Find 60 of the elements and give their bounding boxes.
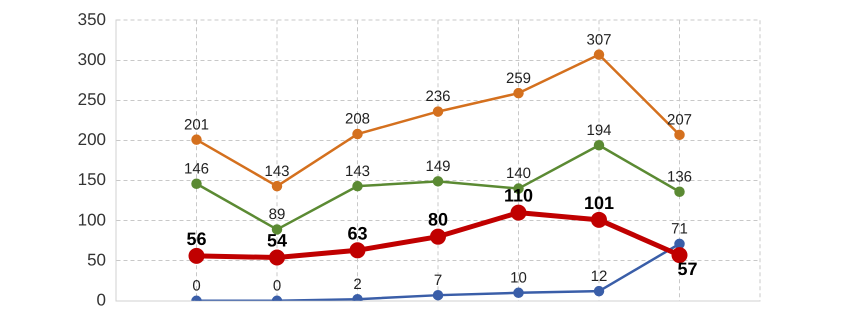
point <box>191 134 202 145</box>
point <box>591 212 607 228</box>
y-tick-label: 150 <box>78 170 106 190</box>
data-label: 54 <box>266 230 288 250</box>
point <box>674 186 685 198</box>
point <box>430 228 446 245</box>
data-label: 259 <box>506 70 532 87</box>
y-tick-label: 50 <box>87 250 106 270</box>
point <box>594 140 604 151</box>
data-label: 101 <box>584 192 614 213</box>
y-tick-label: 0 <box>96 290 106 310</box>
point <box>674 130 685 140</box>
data-label: 236 <box>425 88 451 106</box>
y-tick-label: 100 <box>78 210 106 230</box>
data-label: 63 <box>347 223 368 244</box>
data-label: 10 <box>510 269 527 286</box>
data-label: 80 <box>428 210 448 230</box>
y-tick-label: 350 <box>78 10 106 29</box>
data-label: 208 <box>344 110 370 128</box>
point <box>432 176 444 187</box>
point <box>272 224 282 235</box>
data-label: 143 <box>344 162 370 180</box>
data-label: 0 <box>272 277 282 294</box>
data-label: 140 <box>506 165 532 182</box>
data-label: 194 <box>586 122 612 139</box>
data-label: 136 <box>666 168 692 186</box>
point <box>674 238 685 250</box>
point <box>672 247 688 264</box>
point <box>352 128 363 140</box>
data-label: 0 <box>192 277 201 294</box>
data-label: 201 <box>184 116 210 134</box>
point <box>191 178 202 189</box>
data-label: 12 <box>590 268 608 285</box>
y-tick-label: 200 <box>78 130 106 150</box>
data-label: 2 <box>353 276 362 293</box>
point <box>188 248 204 264</box>
y-tick-label: 250 <box>78 90 106 110</box>
point <box>269 250 285 266</box>
point <box>352 180 363 192</box>
data-label: 57 <box>677 259 698 280</box>
point <box>510 204 526 221</box>
data-label: 56 <box>186 228 207 249</box>
point <box>432 290 444 300</box>
point <box>594 49 604 60</box>
data-label: 71 <box>671 220 688 238</box>
data-label: 89 <box>268 206 286 224</box>
point <box>513 88 524 98</box>
data-label: 307 <box>586 31 612 48</box>
data-label: 110 <box>504 186 534 206</box>
point <box>350 242 366 258</box>
data-label: 7 <box>434 272 442 289</box>
point <box>432 106 444 117</box>
data-label: 207 <box>666 111 692 128</box>
data-label: 146 <box>184 160 210 178</box>
y-tick-label: 300 <box>78 50 106 69</box>
data-label: 149 <box>425 158 451 175</box>
point <box>594 286 604 296</box>
data-label: 143 <box>264 162 290 180</box>
point <box>272 180 282 192</box>
point <box>513 288 524 298</box>
